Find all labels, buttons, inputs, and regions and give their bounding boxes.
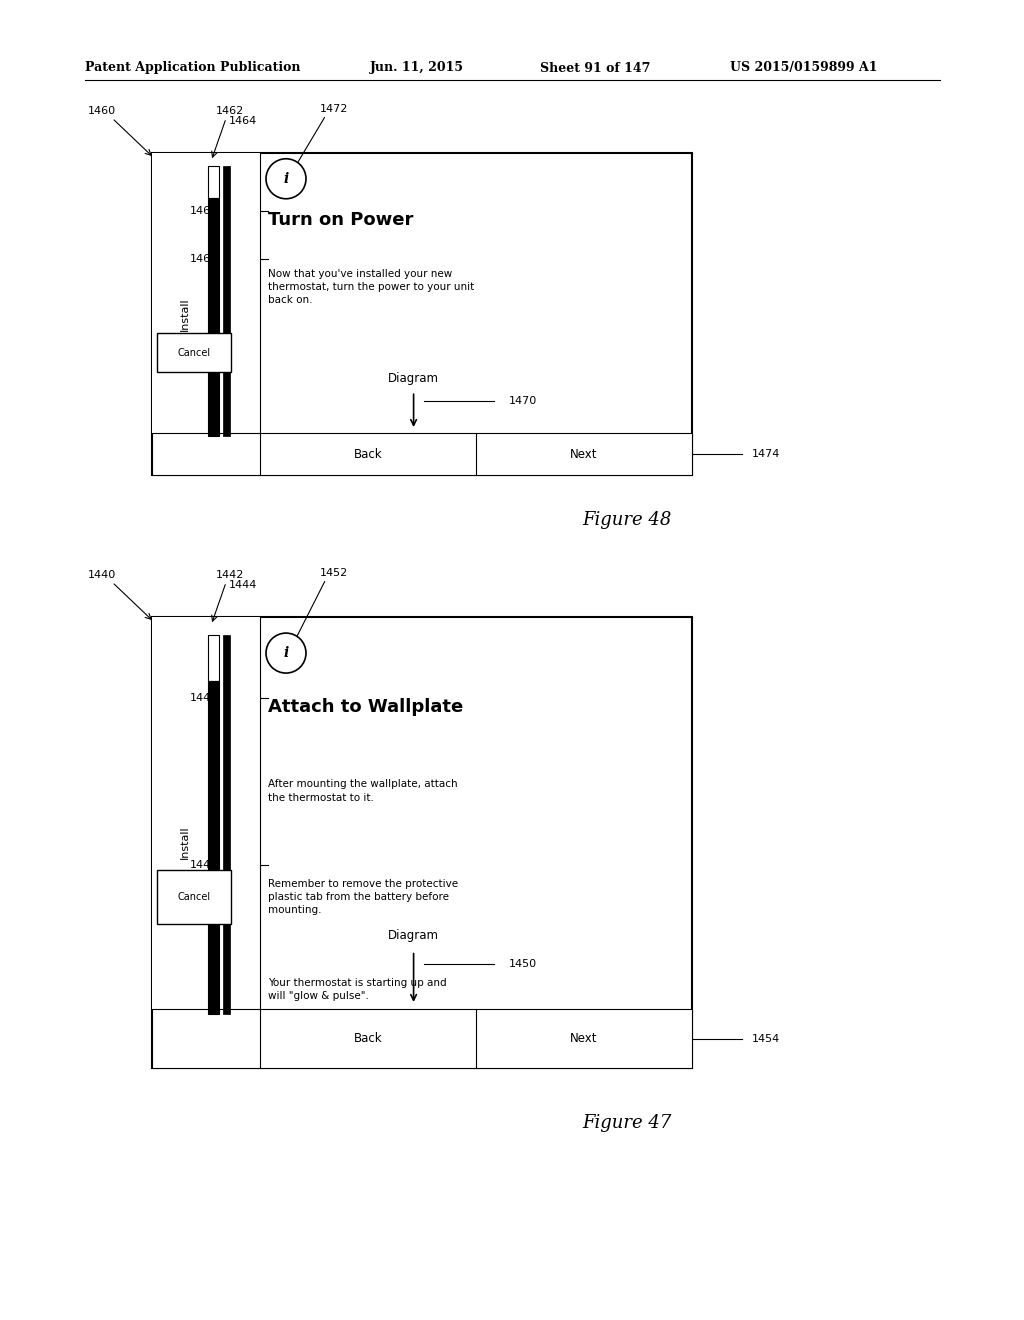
Bar (152, 616, 692, 1068)
Bar (152, 433, 692, 475)
Text: 1468: 1468 (189, 255, 218, 264)
Text: Your thermostat is starting up and
will "glow & pulse".: Your thermostat is starting up and will … (268, 978, 446, 1001)
Text: Remember to remove the protective
plastic tab from the battery before
mounting.: Remember to remove the protective plasti… (268, 879, 458, 915)
Text: i: i (284, 172, 289, 186)
Text: Jun. 11, 2015: Jun. 11, 2015 (370, 62, 464, 74)
Text: Diagram: Diagram (388, 929, 439, 941)
Text: 1454: 1454 (752, 1034, 780, 1044)
Text: 1442: 1442 (216, 570, 245, 579)
Bar (152, 153, 260, 475)
Bar (152, 153, 692, 475)
Text: 1446: 1446 (189, 693, 218, 704)
Text: 1448: 1448 (189, 861, 218, 870)
Text: 1440: 1440 (88, 570, 116, 579)
Text: Install: Install (179, 826, 189, 859)
Text: Figure 47: Figure 47 (583, 1114, 672, 1133)
Text: Back: Back (353, 1032, 382, 1045)
Bar (223, 635, 229, 1014)
Text: 1464: 1464 (229, 116, 257, 125)
Text: 1462: 1462 (216, 106, 245, 116)
Text: 1470: 1470 (509, 396, 537, 407)
Circle shape (266, 634, 306, 673)
Text: i: i (284, 645, 289, 660)
Bar (208, 198, 219, 437)
Text: Cancel: Cancel (177, 347, 211, 358)
Text: Turn on Power: Turn on Power (268, 211, 414, 228)
Text: Attach to Wallplate: Attach to Wallplate (268, 698, 463, 717)
Bar (208, 681, 219, 1014)
Text: Sheet 91 of 147: Sheet 91 of 147 (540, 62, 650, 74)
Text: 1450: 1450 (509, 960, 537, 969)
Text: Back: Back (353, 447, 382, 461)
Text: 1444: 1444 (229, 579, 257, 590)
Text: Figure 48: Figure 48 (583, 511, 672, 529)
Text: 1452: 1452 (319, 568, 348, 578)
Text: Patent Application Publication: Patent Application Publication (85, 62, 300, 74)
Text: Diagram: Diagram (388, 372, 439, 385)
Text: Install: Install (179, 297, 189, 331)
Bar (158, 334, 230, 372)
Text: Next: Next (570, 1032, 598, 1045)
Bar (152, 1010, 692, 1068)
Text: US 2015/0159899 A1: US 2015/0159899 A1 (730, 62, 878, 74)
Circle shape (266, 158, 306, 199)
Text: 1460: 1460 (88, 106, 116, 116)
Text: 1474: 1474 (752, 449, 780, 459)
Text: Cancel: Cancel (177, 891, 211, 902)
Text: 1466: 1466 (189, 206, 218, 216)
Bar (208, 166, 219, 198)
Text: Next: Next (570, 447, 598, 461)
Bar (152, 616, 260, 1068)
Text: 1472: 1472 (319, 104, 348, 114)
Bar (208, 635, 219, 681)
Bar (158, 870, 230, 924)
Text: Now that you've installed your new
thermostat, turn the power to your unit
back : Now that you've installed your new therm… (268, 269, 474, 305)
Bar (223, 166, 229, 437)
Text: After mounting the wallplate, attach
the thermostat to it.: After mounting the wallplate, attach the… (268, 779, 458, 803)
